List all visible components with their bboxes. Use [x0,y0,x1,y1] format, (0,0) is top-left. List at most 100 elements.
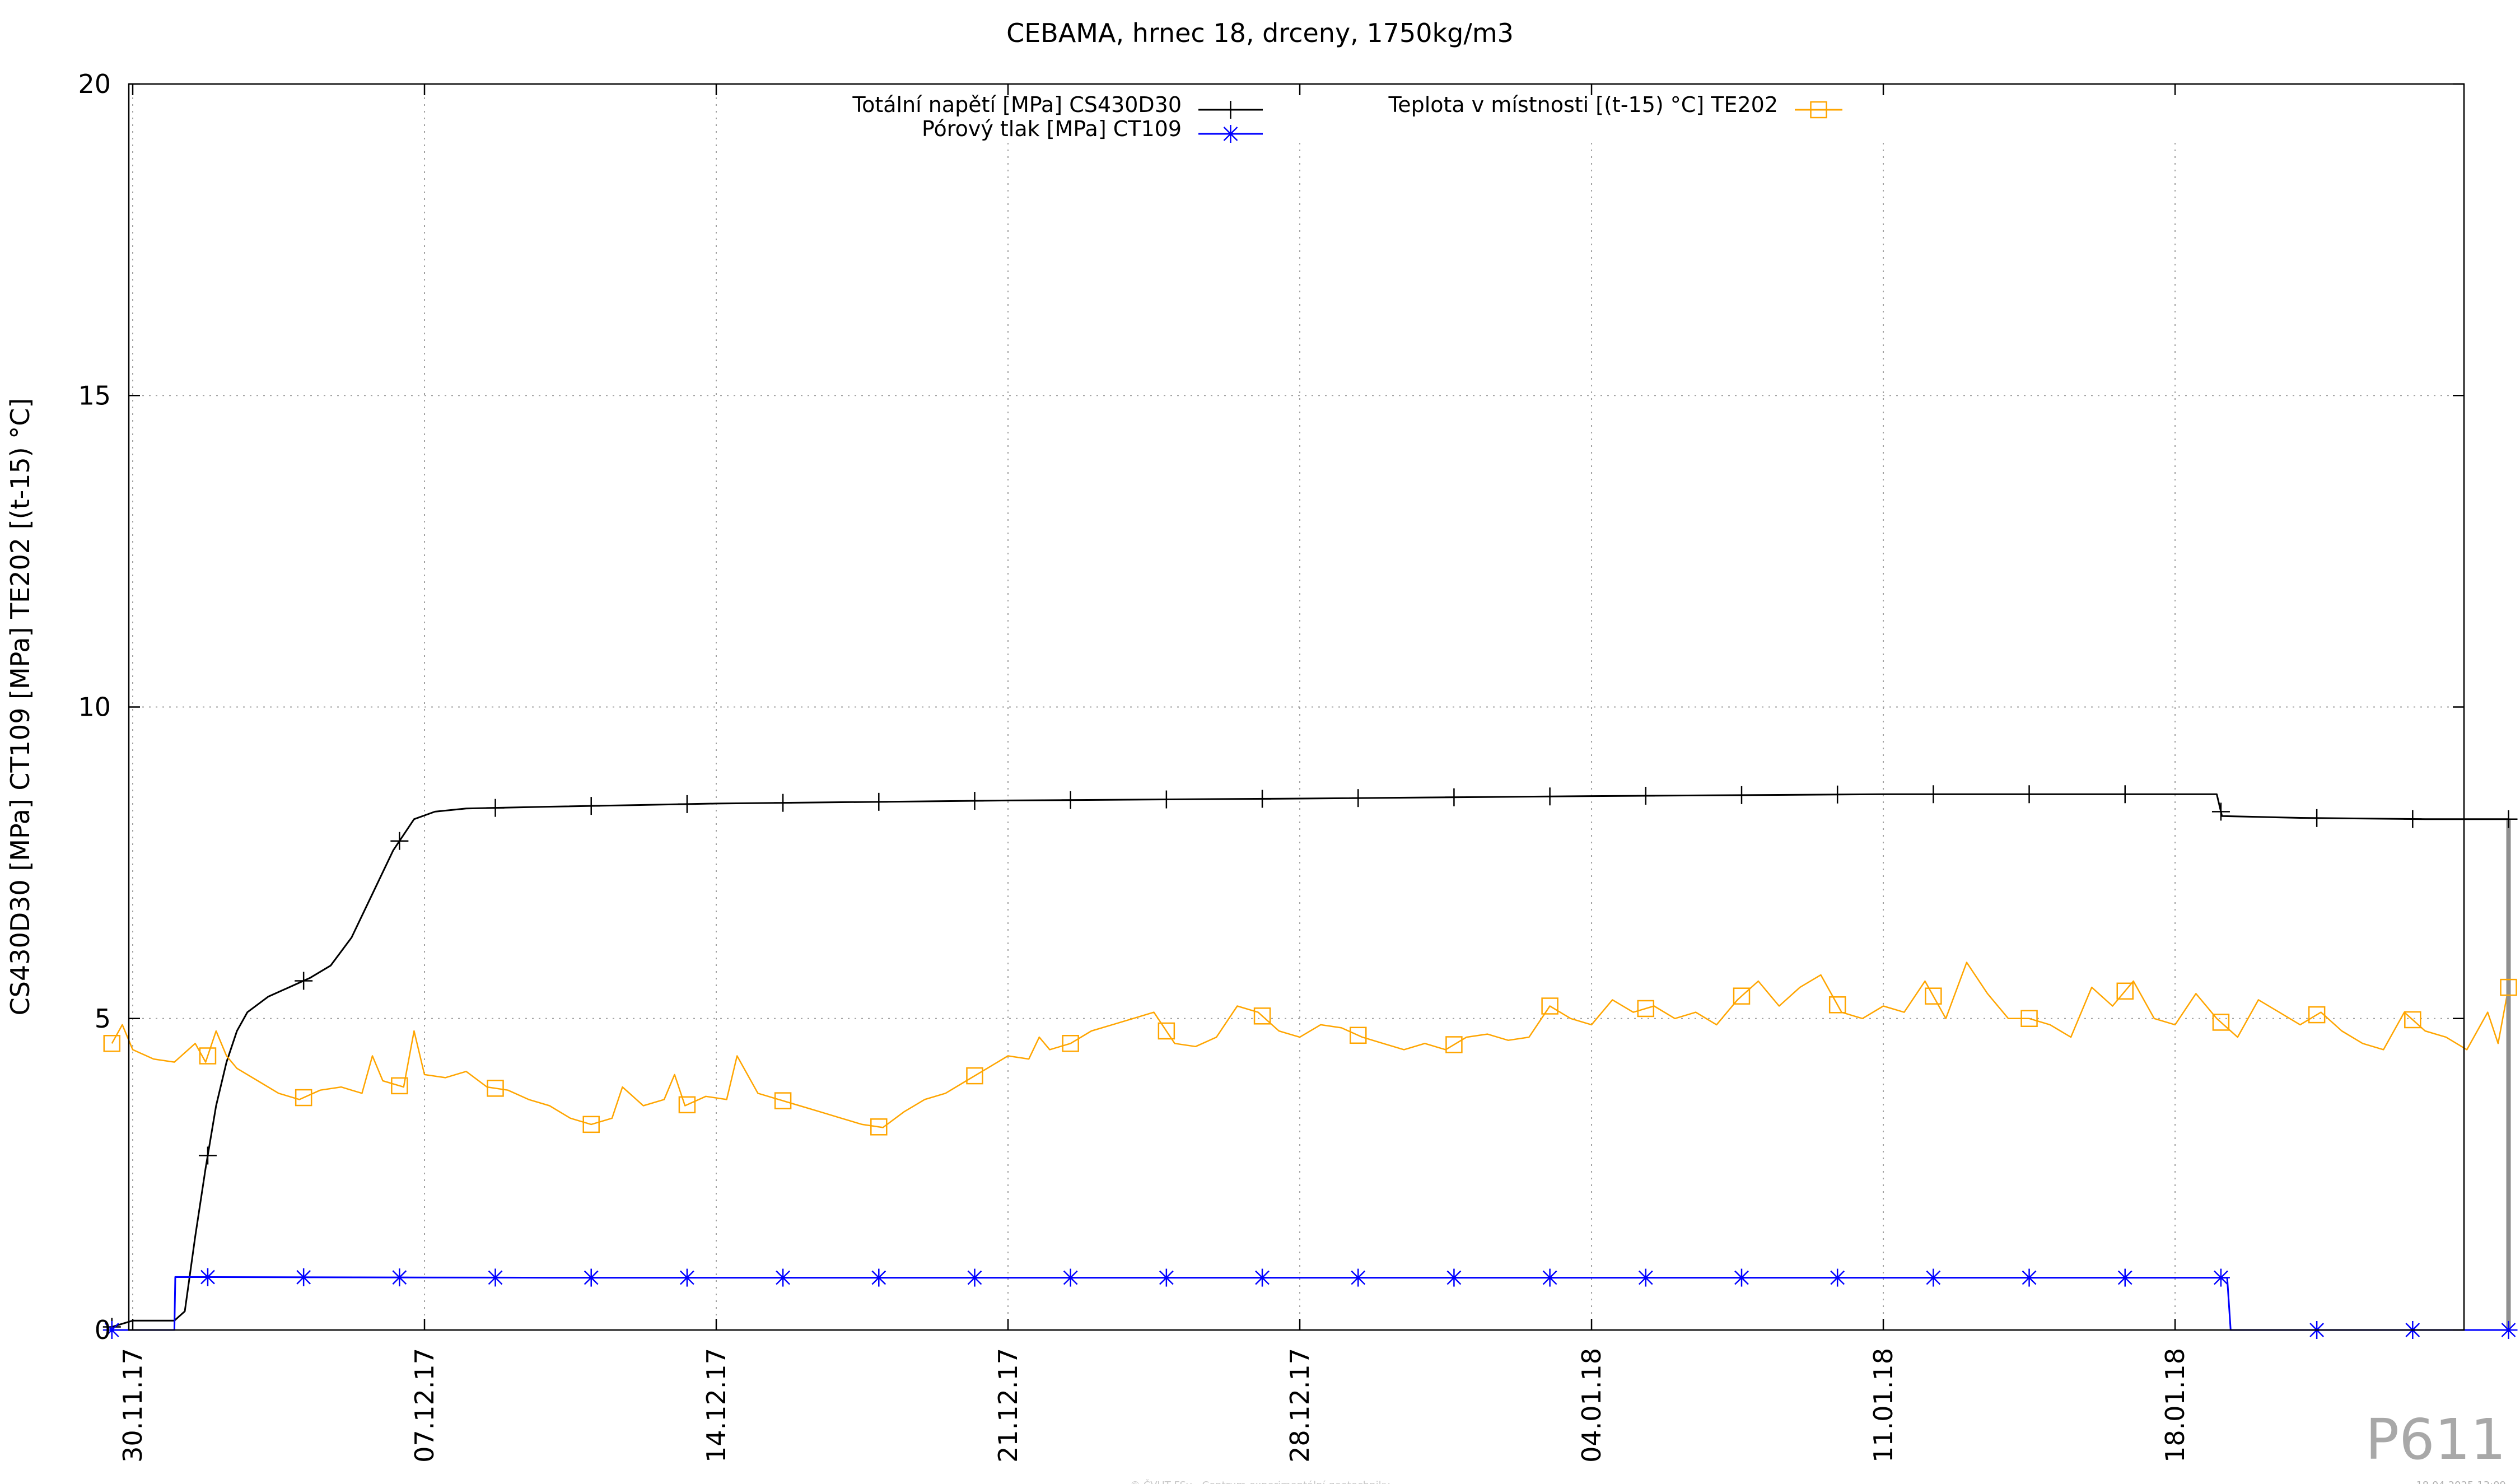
x-tick-label: 07.12.17 [409,1348,440,1463]
marker-room-temperature [1253,1007,1271,1025]
chart-title: CEBAMA, hrnec 18, drceny, 1750kg/m3 [1006,18,1514,48]
marker-pore-pressure [1349,1268,1368,1287]
watermark: P611 [2365,1407,2506,1472]
marker-pore-pressure [965,1268,984,1287]
marker-room-temperature [2308,1006,2326,1024]
marker-pore-pressure [678,1268,696,1287]
marker-total-stress [486,799,505,817]
marker-room-temperature [1445,1036,1463,1053]
marker-room-temperature [774,1092,792,1109]
marker-pore-pressure [2116,1268,2134,1287]
series-line-total-stress [111,793,2509,1328]
x-tick-label: 04.01.18 [1576,1348,1607,1463]
marker-room-temperature [1925,987,1942,1005]
marker-pore-pressure [486,1268,505,1287]
legend-label-total-stress: Totální napětí [MPa] CS430D30 [852,92,1182,117]
marker-pore-pressure [1253,1268,1272,1287]
marker-pore-pressure [1061,1268,1080,1287]
plot-markers [102,785,2518,1339]
axes: 0 5 10 15 20 30.11.17 07.12.17 14.12.17 21.12.17… [78,69,2464,1463]
marker-pore-pressure [1828,1268,1847,1287]
marker-pore-pressure [198,1268,217,1286]
marker-total-stress [2116,785,2134,804]
x-tick-label: 28.12.17 [1285,1348,1315,1463]
grid [129,84,2464,1330]
marker-pore-pressure [774,1268,792,1287]
marker-room-temperature [1733,987,1751,1005]
marker-pore-pressure [1445,1268,1463,1287]
legend-marker-total-stress [1221,101,1240,119]
marker-total-stress [2499,810,2518,828]
x-tick-label: 14.12.17 [701,1348,731,1463]
footer-timestamp: 18.04.2025 13:09 [2416,1480,2506,1484]
marker-total-stress [390,832,409,850]
marker-pore-pressure [2211,1268,2230,1287]
y-tick-label: 10 [78,692,111,722]
y-tick-label: 15 [78,380,111,410]
marker-room-temperature [1828,996,1846,1014]
legend-marker-room-temperature [1810,101,1827,119]
y-tick-label: 0 [95,1315,111,1345]
marker-total-stress [2404,810,2422,828]
marker-total-stress [1924,785,1943,804]
marker-room-temperature [582,1116,600,1133]
marker-total-stress [582,797,600,815]
marker-total-stress [965,792,984,810]
marker-pore-pressure [870,1268,888,1287]
marker-room-temperature [295,1089,312,1107]
marker-pore-pressure [1157,1268,1175,1287]
marker-room-temperature [1541,997,1558,1015]
marker-total-stress [1636,786,1655,805]
marker-room-temperature [103,1035,121,1052]
y-tick-label: 20 [78,69,111,99]
marker-total-stress [774,794,792,812]
marker-total-stress [198,1146,217,1165]
marker-room-temperature [1158,1022,1175,1040]
marker-total-stress [1828,785,1847,804]
marker-room-temperature [870,1118,888,1136]
marker-pore-pressure [1924,1268,1943,1287]
x-tick-label: 21.12.17 [993,1348,1023,1463]
marker-room-temperature [966,1067,983,1085]
marker-total-stress [295,972,313,990]
marker-total-stress [678,795,696,813]
marker-total-stress [1061,791,1080,809]
marker-total-stress [1541,787,1559,806]
legend-label-room-temperature: Teplota v místnosti [(t-15) °C] TE202 [1388,92,1778,117]
marker-pore-pressure [102,1321,121,1339]
marker-pore-pressure [295,1268,313,1286]
marker-total-stress [1157,790,1175,809]
marker-room-temperature [1062,1035,1079,1052]
marker-room-temperature [487,1080,504,1097]
y-axis-label: CS430D30 [MPa] CT109 [MPa] TE202 [(t-15)… [5,398,35,1016]
y-tick-label: 5 [95,1004,111,1034]
marker-total-stress [1732,786,1751,804]
marker-room-temperature [1349,1026,1367,1044]
marker-room-temperature [678,1096,696,1114]
marker-total-stress [2020,785,2038,804]
marker-pore-pressure [2020,1268,2038,1287]
marker-pore-pressure [1732,1268,1751,1287]
marker-room-temperature [2404,1011,2421,1029]
x-tick-label: 11.01.18 [1868,1348,1898,1463]
marker-total-stress [2211,802,2230,821]
marker-room-temperature [199,1047,217,1065]
marker-room-temperature [391,1077,408,1095]
marker-room-temperature [2116,982,2134,1000]
marker-pore-pressure [1636,1268,1655,1287]
series-line-room-temperature [111,962,2509,1128]
marker-room-temperature [2020,1010,2038,1027]
legend-marker-pore-pressure [1221,125,1240,143]
marker-room-temperature [2500,978,2517,996]
marker-pore-pressure [1541,1268,1559,1287]
marker-room-temperature [2212,1014,2230,1031]
x-tick-label: 18.01.18 [2160,1348,2190,1463]
marker-pore-pressure [2499,1321,2518,1339]
marker-total-stress [2308,809,2326,827]
marker-pore-pressure [390,1268,409,1287]
marker-room-temperature [1637,1000,1655,1018]
marker-pore-pressure [582,1268,600,1287]
